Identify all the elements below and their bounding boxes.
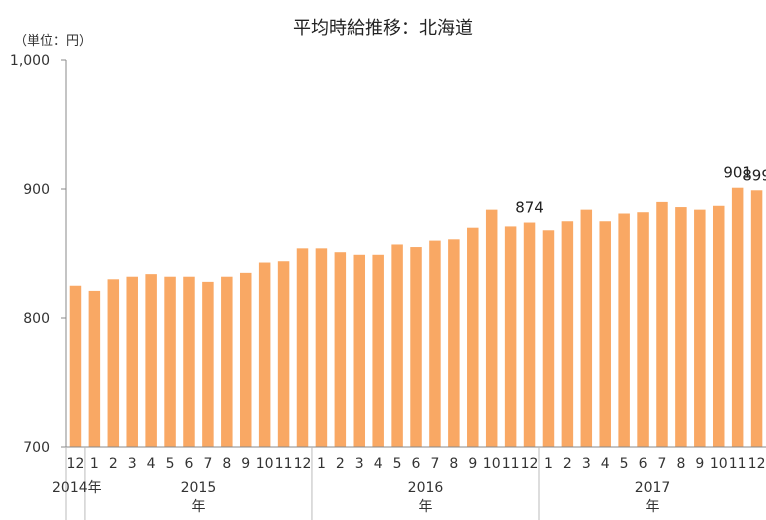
x-tick-label: 12 [67, 456, 85, 472]
bar [429, 240, 441, 447]
bar [277, 261, 290, 447]
y-tick-label: 900 [23, 182, 50, 198]
bar [637, 212, 649, 447]
year-label: 2016 [408, 480, 444, 496]
bar [69, 285, 82, 447]
x-tick-label: 2 [336, 456, 345, 472]
x-tick-label: 6 [412, 456, 421, 472]
bar [712, 205, 725, 447]
bar [296, 248, 309, 447]
x-tick-label: 12 [748, 456, 766, 472]
x-tick-label: 11 [502, 456, 520, 472]
year-char-label: 年 [191, 499, 205, 515]
x-tick-label: 10 [256, 456, 274, 472]
x-tick-label: 4 [601, 456, 610, 472]
x-tick-label: 2 [109, 456, 118, 472]
bar [107, 279, 120, 447]
y-tick-label: 700 [23, 440, 50, 456]
x-tick-label: 8 [449, 456, 458, 472]
bar [239, 272, 252, 447]
y-tick-label: 1,000 [10, 53, 50, 69]
year-label: 2017 [635, 480, 671, 496]
x-tick-label: 10 [710, 456, 728, 472]
bar [599, 221, 611, 447]
x-tick-label: 2 [563, 456, 572, 472]
x-tick-label: 8 [676, 456, 685, 472]
x-tick-label: 5 [393, 456, 402, 472]
bar [580, 209, 593, 447]
bar [523, 222, 536, 447]
x-tick-label: 11 [275, 456, 293, 472]
x-tick-label: 1 [544, 456, 553, 472]
bar [694, 209, 706, 447]
year-char-label: 年 [646, 499, 660, 515]
bar [164, 276, 176, 447]
x-tick-label: 7 [203, 456, 212, 472]
x-tick-label: 5 [620, 456, 629, 472]
bar [656, 201, 668, 447]
x-tick-label: 6 [185, 456, 194, 472]
x-tick-label: 6 [639, 456, 648, 472]
bar [618, 213, 630, 447]
x-tick-label: 5 [166, 456, 175, 472]
x-tick-label: 4 [374, 456, 383, 472]
x-tick-label: 9 [695, 456, 704, 472]
chart-title: 平均時給推移：北海道 [293, 18, 473, 39]
bar [448, 239, 460, 447]
year-label: 2014年 [52, 480, 102, 496]
bar [561, 221, 574, 447]
x-tick-label: 12 [521, 456, 539, 472]
x-tick-label: 11 [729, 456, 747, 472]
x-tick-label: 10 [483, 456, 501, 472]
bar [731, 187, 744, 447]
x-tick-label: 12 [294, 456, 312, 472]
data-label: 901 [723, 164, 752, 182]
x-tick-label: 3 [128, 456, 137, 472]
x-tick-label: 8 [222, 456, 231, 472]
bar [750, 190, 763, 448]
bar [315, 248, 328, 447]
x-tick-label: 3 [582, 456, 591, 472]
bar [353, 254, 366, 447]
x-tick-label: 3 [355, 456, 364, 472]
bar [334, 252, 347, 447]
x-tick-label: 1 [90, 456, 99, 472]
year-char-label: 年 [418, 499, 432, 515]
x-tick-label: 7 [430, 456, 439, 472]
data-label: 874 [515, 199, 544, 217]
bar [202, 281, 214, 447]
bar [183, 276, 195, 447]
bar [126, 276, 138, 447]
bar [485, 209, 498, 447]
x-tick-label: 1 [317, 456, 326, 472]
bar [504, 226, 517, 447]
x-tick-label: 9 [468, 456, 477, 472]
data-label: 899 [742, 166, 766, 184]
bar [221, 276, 233, 447]
y-tick-label: 800 [23, 311, 50, 327]
bar [542, 230, 555, 447]
x-tick-label: 4 [147, 456, 156, 472]
bar [675, 207, 687, 447]
x-tick-label: 7 [658, 456, 667, 472]
bar [467, 227, 479, 447]
bar [88, 290, 101, 447]
unit-label: （単位：円） [14, 34, 93, 49]
bar [410, 247, 422, 447]
bar [145, 274, 157, 447]
bar [372, 254, 384, 447]
bar [391, 244, 403, 447]
x-tick-label: 9 [241, 456, 250, 472]
bar [258, 262, 271, 447]
year-label: 2015 [181, 480, 217, 496]
